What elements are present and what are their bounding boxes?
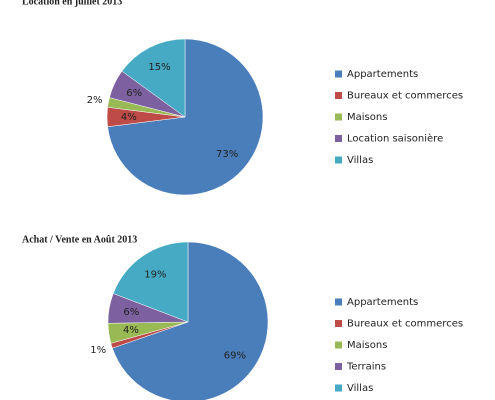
legend-label: Villas <box>347 383 373 394</box>
legend-swatch <box>335 320 342 327</box>
legend-swatch <box>335 156 342 164</box>
data-label: 15% <box>148 62 170 73</box>
legend-label: Appartements <box>347 69 418 80</box>
legend-swatch <box>335 363 342 370</box>
legend-swatch <box>335 298 342 306</box>
legend-swatch <box>335 113 342 121</box>
legend-label: Bureaux et commerces <box>347 91 463 102</box>
legend-label: Villas <box>347 155 373 166</box>
data-label: 1% <box>90 345 106 356</box>
chart-title: Location en juillet 2013 <box>22 0 122 7</box>
legend-swatch <box>335 135 342 142</box>
legend-swatch <box>335 92 342 99</box>
data-label: 69% <box>224 350 246 361</box>
legend-label: Location saisonière <box>347 133 443 145</box>
pie-slice <box>121 38 186 118</box>
legend-label: Maisons <box>347 112 387 123</box>
legend-swatch <box>335 341 342 349</box>
data-label: 2% <box>87 95 103 106</box>
pie-slice <box>107 38 264 196</box>
legend-label: Maisons <box>347 340 387 351</box>
pie-slice <box>112 241 189 323</box>
legend-label: Terrains <box>346 362 386 373</box>
legend-swatch <box>335 384 342 392</box>
data-label: 4% <box>121 112 137 123</box>
data-label: 19% <box>144 270 166 281</box>
legend-label: Bureaux et commerces <box>347 319 463 330</box>
data-label: 6% <box>123 307 139 318</box>
chart-title: Achat / Vente en Août 2013 <box>22 234 137 245</box>
legend-label: Appartements <box>347 297 418 308</box>
data-label: 4% <box>123 325 139 336</box>
data-label: 73% <box>216 149 238 160</box>
data-label: 6% <box>126 88 142 99</box>
pie-slice <box>112 241 269 400</box>
legend-swatch <box>335 70 342 78</box>
